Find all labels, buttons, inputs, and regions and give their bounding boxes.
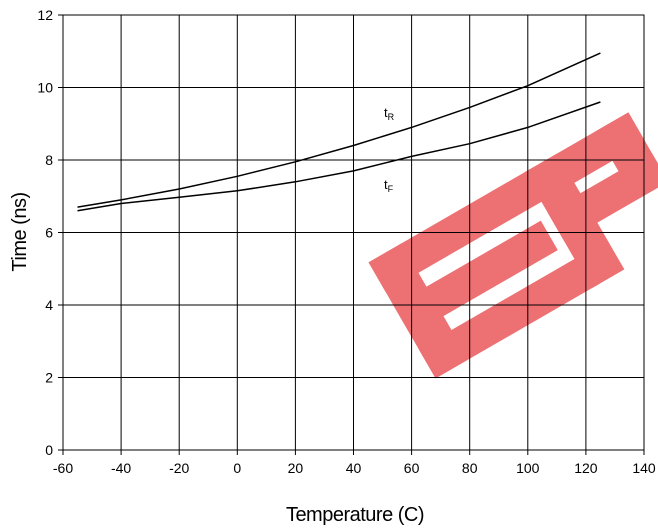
y-tick-label: 12 — [37, 7, 53, 23]
y-tick-label: 10 — [37, 80, 53, 96]
x-tick-label: 120 — [574, 460, 598, 476]
series-label-tR: tR — [384, 105, 395, 122]
y-tick-label: 0 — [45, 442, 53, 458]
y-tick-label: 2 — [45, 370, 53, 386]
series-label-tR-main: t — [384, 105, 388, 120]
x-tick-label: 100 — [516, 460, 540, 476]
x-tick-label: 40 — [346, 460, 362, 476]
x-tick-label: 60 — [404, 460, 420, 476]
series-label-tF-main: t — [384, 177, 388, 192]
x-tick-label: 80 — [462, 460, 478, 476]
x-tick-label: 0 — [233, 460, 241, 476]
x-tick-label: -20 — [169, 460, 189, 476]
x-tick-label: -60 — [53, 460, 73, 476]
x-tick-label: 20 — [288, 460, 304, 476]
axis-ticks — [58, 14, 645, 455]
x-tick-label: -40 — [111, 460, 131, 476]
x-tick-label: 140 — [632, 460, 656, 476]
series-line-tR — [77, 52, 601, 208]
series-lines — [77, 52, 601, 212]
watermark-logo — [368, 112, 658, 379]
x-axis-title: Temperature (C) — [286, 504, 424, 526]
x-axis-tick-labels: -60 -40 -20 0 20 40 60 80 100 120 140 — [53, 460, 656, 476]
y-tick-label: 6 — [45, 225, 53, 241]
y-tick-label: 8 — [45, 152, 53, 168]
y-axis-title: Time (ns) — [9, 192, 31, 271]
y-axis-tick-labels: 0 2 4 6 8 10 12 — [37, 7, 53, 458]
series-label-tF: tF — [384, 177, 394, 194]
series-line-tF — [77, 101, 601, 212]
y-tick-label: 4 — [45, 297, 53, 313]
series-label-tF-sub: F — [388, 184, 394, 194]
series-label-tR-sub: R — [388, 112, 395, 122]
